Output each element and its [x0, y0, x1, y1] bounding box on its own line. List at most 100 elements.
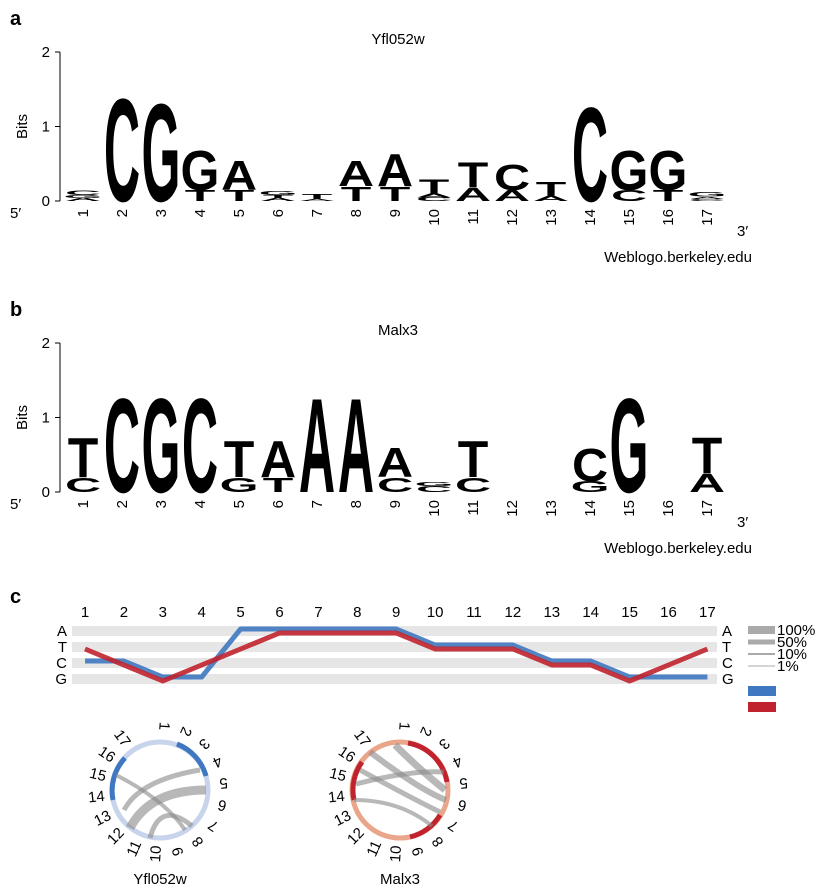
panel-title: Malx3: [378, 322, 418, 339]
ring-arc: [407, 740, 450, 783]
circle-label: 16: [335, 743, 358, 766]
circle-label: 15: [88, 765, 108, 786]
position-label: 8: [353, 604, 361, 621]
position-label: 7: [309, 500, 326, 508]
legend-label: 10%: [777, 646, 807, 663]
position-label: 16: [660, 604, 677, 621]
logo-letter: A: [455, 184, 491, 205]
position-label: 1: [75, 209, 92, 217]
circle-label: 10: [387, 845, 405, 863]
position-label: 17: [699, 500, 716, 517]
logo-letter: C: [416, 196, 452, 202]
position-label: 5: [231, 209, 248, 217]
logo-letter: T: [419, 175, 450, 198]
position-label: 3: [153, 500, 170, 508]
logo-letter: T: [458, 155, 489, 196]
position-label: 1: [75, 500, 92, 508]
chord-diagrams: [109, 739, 451, 841]
position-label: 10: [426, 500, 443, 517]
ring-arc: [176, 741, 209, 777]
logo-letter: T: [68, 427, 99, 490]
logo-letter: C: [65, 474, 101, 497]
logo-letter: T: [692, 427, 723, 485]
position-label: 6: [270, 209, 287, 217]
position-label: 4: [192, 209, 209, 217]
logo-letter: C: [104, 70, 140, 233]
position-label: 16: [660, 209, 677, 226]
circle-label: 8: [189, 833, 208, 850]
position-label: 12: [505, 604, 522, 621]
position-label: 14: [582, 500, 599, 517]
logo-letter: A: [533, 195, 569, 203]
logo-letter: A: [689, 469, 725, 498]
y-tick-label: 0: [42, 193, 50, 210]
logo-letter: G: [649, 140, 688, 203]
chord: [392, 742, 448, 793]
circle-label: 15: [328, 765, 348, 786]
logo-letter: C: [377, 474, 413, 497]
logo-letter: A: [299, 198, 335, 202]
logo-letter: G: [610, 140, 649, 203]
position-label: 5: [231, 500, 248, 508]
logo-letter: T: [341, 183, 372, 206]
circle-label: 12: [344, 824, 368, 848]
position-label: 3: [153, 209, 170, 217]
row-label: C: [722, 655, 733, 672]
circle-label: 8: [429, 833, 448, 850]
row-band: [72, 674, 717, 684]
series-caption: Malx3: [380, 871, 420, 888]
position-label: 14: [582, 209, 599, 226]
position-label: 10: [427, 604, 444, 621]
logo-letter: G: [688, 191, 727, 198]
position-label: 9: [387, 500, 404, 508]
circle-label: 17: [350, 727, 374, 750]
position-label: 12: [504, 500, 521, 517]
logo-letter: C: [65, 189, 101, 196]
y-axis-label: Bits: [14, 114, 31, 139]
position-label: 1: [81, 604, 89, 621]
circle-label: 9: [169, 845, 188, 858]
logo-letter: G: [415, 481, 454, 487]
position-label: 5: [236, 604, 244, 621]
circle-label: 11: [363, 838, 385, 859]
panel-title: Yfl052w: [371, 31, 425, 48]
circle-label: 3: [435, 735, 453, 753]
logo-letter: A: [377, 439, 413, 486]
logo-letter: G: [142, 76, 181, 232]
logo-letter: G: [64, 194, 103, 199]
chord: [358, 767, 442, 815]
position-label: 3: [159, 604, 167, 621]
legend-label: 100%: [777, 622, 815, 639]
logo-letter: C: [182, 370, 218, 521]
logo-letter: A: [338, 154, 374, 195]
five-prime: 5′: [10, 496, 21, 513]
position-label: 13: [543, 209, 560, 226]
position-label: 11: [465, 209, 482, 225]
chord: [115, 773, 187, 832]
circle-label: 14: [87, 788, 105, 807]
circle-label: 1: [395, 721, 413, 731]
position-label: 4: [198, 604, 206, 621]
position-label: 9: [387, 209, 404, 217]
chord: [147, 813, 194, 839]
series-caption: Yfl052w: [133, 871, 187, 888]
circle-label: 17: [110, 727, 134, 750]
ring-arc: [109, 756, 127, 801]
logo-letter: G: [259, 190, 298, 196]
logo-letter: A: [299, 370, 335, 521]
position-label: 9: [392, 604, 400, 621]
ring-arc: [350, 760, 365, 801]
logo-letter: T: [380, 183, 411, 206]
logo-letter: G: [220, 474, 259, 497]
logo-letter: A: [260, 197, 296, 202]
logo-letter: A: [416, 193, 452, 199]
logo-letter: C: [689, 198, 725, 202]
y-tick-label: 1: [42, 410, 50, 427]
position-label: 11: [465, 500, 482, 516]
circle-label: 4: [450, 752, 465, 771]
position-label: 16: [660, 500, 677, 517]
circle-label: 13: [91, 807, 113, 830]
logo-letter: G: [610, 370, 649, 521]
position-label: 12: [504, 209, 521, 226]
circle-label: 6: [216, 796, 228, 815]
